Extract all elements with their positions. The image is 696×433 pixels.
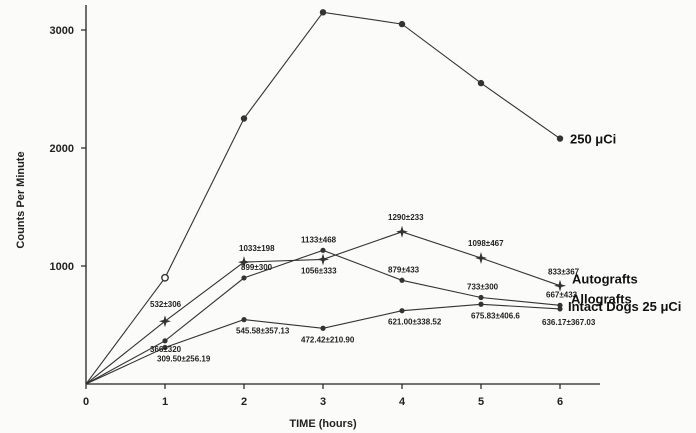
data-point: [556, 135, 564, 142]
data-label: 1098±467: [468, 239, 504, 248]
x-axis-title: TIME (hours): [289, 418, 357, 430]
data-label: 1133±468: [301, 235, 337, 244]
data-point: [396, 225, 408, 238]
data-point: [240, 115, 248, 122]
data-label: 366±320: [150, 345, 182, 354]
data-label: 545.58±357.13: [236, 327, 290, 336]
data-label: 621.00±338.52: [388, 318, 442, 327]
x-tick-label: 6: [557, 396, 563, 408]
data-label: 1033±198: [239, 244, 275, 253]
data-label: 472.42±210.90: [301, 335, 355, 344]
data-point: [320, 325, 326, 331]
x-tick-label: 5: [478, 396, 484, 408]
data-point: [317, 253, 329, 266]
x-tick-label: 3: [320, 396, 326, 408]
data-label: 833±367: [548, 268, 580, 277]
data-label: 675.83±406.6: [471, 311, 520, 320]
y-axis-title: Counts Per Minute: [15, 151, 27, 248]
data-label: 309.50±256.19: [157, 354, 211, 363]
data-label: 636.17±367.03: [542, 318, 596, 327]
labels-layer: 250 μCi 532±306 1033±198 1056±333 1290±233 10…: [150, 132, 681, 364]
data-point: [241, 317, 247, 323]
data-point: [554, 279, 566, 292]
data-label: 1290±233: [388, 213, 424, 222]
data-label: 532±306: [150, 300, 182, 309]
x-tick-label: 1: [162, 396, 168, 408]
y-tick-label: 2000: [50, 143, 74, 155]
data-point: [398, 20, 406, 28]
y-tick-label: 3000: [50, 25, 74, 37]
data-point: [319, 9, 327, 16]
data-point: [159, 315, 171, 328]
data-point: [241, 275, 247, 281]
data-point: [475, 251, 487, 264]
x-tick-label: 2: [241, 396, 247, 408]
y-tick-label: 1000: [50, 261, 74, 273]
ticks-layer: 0 1 2 3 4 5 6 1000 2000 3000: [50, 25, 564, 408]
data-point: [399, 308, 405, 314]
data-point: [478, 301, 484, 307]
data-label: 1056±333: [301, 266, 337, 275]
data-label: 667±433: [546, 290, 578, 299]
data-point: [161, 273, 169, 282]
data-label: 899±300: [241, 263, 273, 272]
data-point: [478, 294, 484, 301]
data-point: [320, 247, 326, 253]
data-point: [162, 344, 168, 351]
series-label: Allografts: [571, 291, 632, 306]
series-label: Intact Dogs 25 μCi: [568, 299, 681, 314]
data-point: [162, 338, 168, 344]
series-label: 250 μCi: [570, 132, 616, 147]
x-tick-label: 4: [399, 396, 406, 408]
data-point: [238, 256, 250, 269]
points-layer: [159, 9, 566, 351]
data-label: 879±433: [388, 265, 420, 274]
data-label: 733±300: [467, 283, 499, 292]
data-point: [557, 302, 563, 308]
data-point: [557, 306, 563, 312]
data-point: [477, 79, 485, 87]
x-tick-label: 0: [83, 396, 89, 408]
data-point: [399, 277, 405, 283]
series-label: Autografts: [572, 272, 638, 287]
